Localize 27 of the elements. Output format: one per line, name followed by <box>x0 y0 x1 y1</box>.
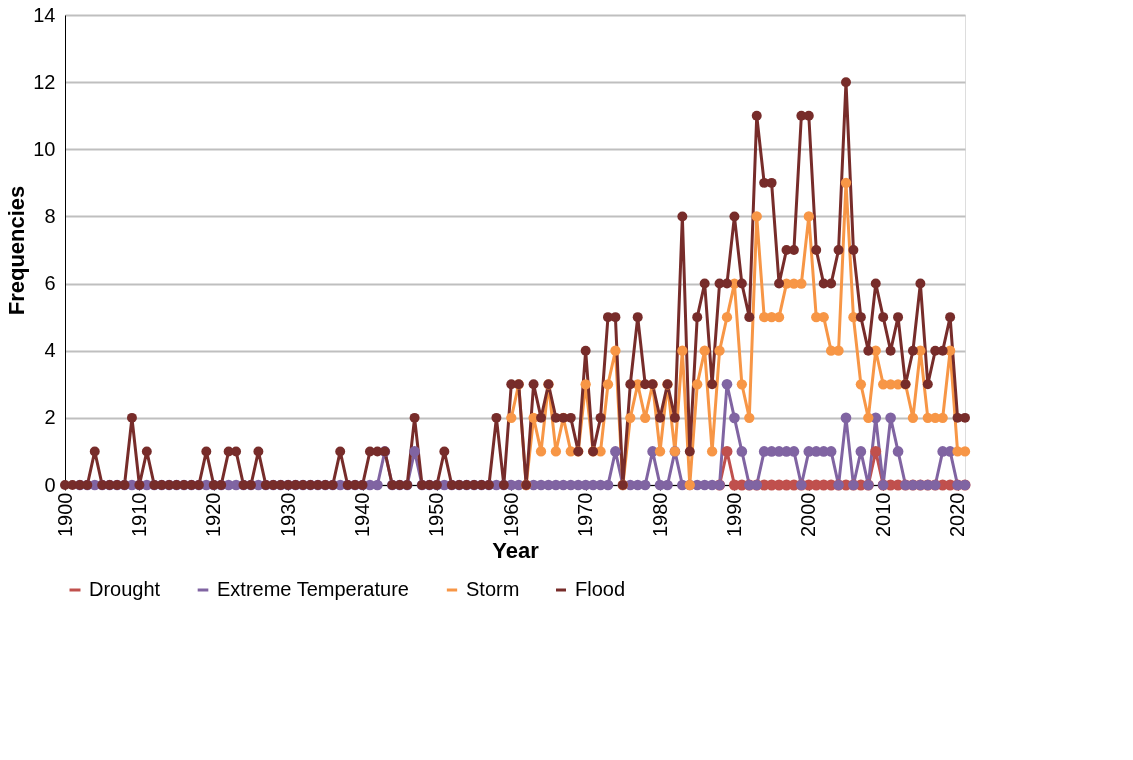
y-tick-label: 6 <box>44 272 56 295</box>
legend-label: Extreme Temperature <box>217 578 409 600</box>
x-tick-label: 1920 <box>202 492 225 537</box>
y-axis-title: Frequencies <box>4 185 30 316</box>
y-tick-label: 14 <box>33 3 56 26</box>
legend-label: Storm <box>466 578 520 600</box>
y-tick-label: 4 <box>44 339 56 362</box>
y-tick-label: 2 <box>44 406 56 429</box>
x-tick-label: 1980 <box>648 492 671 537</box>
x-tick-label: 2020 <box>946 492 969 537</box>
y-tick-label: 10 <box>33 137 56 160</box>
x-tick-label: 1930 <box>276 492 299 537</box>
legend-label: Flood <box>575 578 626 600</box>
x-tick-label: 1990 <box>722 492 745 537</box>
y-tick-label: 8 <box>44 204 56 227</box>
x-tick-label: 1900 <box>53 492 76 537</box>
x-axis-title: Year <box>492 537 540 563</box>
x-tick-label: 1910 <box>127 492 150 537</box>
y-tick-label: 12 <box>33 70 56 93</box>
x-tick-label: 2000 <box>797 492 820 537</box>
x-tick-label: 1960 <box>499 492 522 537</box>
x-tick-label: 2010 <box>871 492 894 537</box>
x-tick-label: 1950 <box>425 492 448 537</box>
legend-label: Drought <box>89 578 161 600</box>
x-tick-label: 1970 <box>574 492 597 537</box>
y-tick-label: 0 <box>44 473 56 496</box>
x-tick-label: 1940 <box>351 492 374 537</box>
